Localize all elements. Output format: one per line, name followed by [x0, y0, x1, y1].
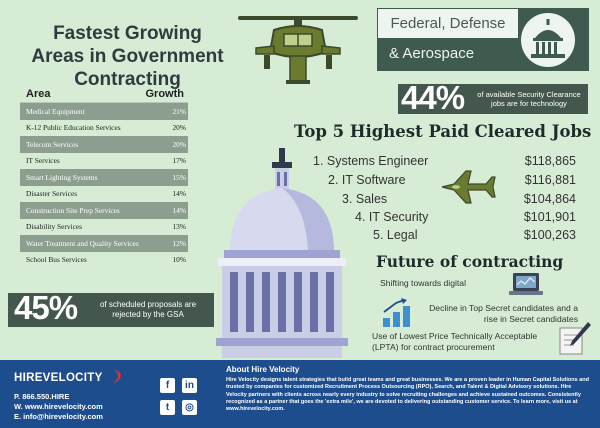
proposals-text: of scheduled proposals are rejected by t… [99, 300, 197, 319]
row-area: School Bus Services [26, 255, 87, 265]
job-title-4: 4. IT Security [355, 210, 429, 224]
row-area: K-12 Public Education Services [26, 123, 121, 133]
footer: HIREVELOCITY P. 866.550.HIRE W. www.hire… [0, 360, 600, 428]
row-growth: 20% [172, 139, 186, 149]
helicopter-icon [238, 16, 358, 84]
clearance-percent: 44% [401, 79, 465, 116]
table-row: Disability Services 13% [20, 219, 188, 236]
job-title-2: 2. IT Software [328, 173, 406, 187]
company-logo[interactable]: HIREVELOCITY [14, 372, 103, 384]
proposals-stat: 45% of scheduled proposals are rejected … [8, 289, 214, 327]
row-growth: 17% [172, 156, 186, 166]
clearance-text: of available Security Clearance jobs are… [477, 90, 581, 108]
row-growth: 12% [172, 238, 186, 248]
top-jobs-heading: Top 5 Highest Paid Cleared Jobs [294, 122, 592, 141]
row-growth: 21% [172, 106, 186, 116]
facebook-icon[interactable]: f [160, 378, 175, 393]
future-item-1: Shifting towards digital [380, 278, 466, 288]
row-area: IT Services [26, 156, 60, 166]
row-growth: 20% [172, 123, 186, 133]
row-area: Water Treatment and Quality Services [26, 238, 139, 248]
table-row: Disaster Services 14% [20, 186, 188, 203]
job-salary-3: $104,864 [523, 192, 576, 206]
table-row: Water Treatment and Quality Services 12% [20, 235, 188, 252]
capitol-dome-illustration [216, 148, 348, 358]
job-title-1: 1. Systems Engineer [313, 154, 429, 168]
capitol-building-icon [521, 13, 575, 67]
title-line-1: Fastest Growing [53, 23, 202, 44]
contact-email[interactable]: E. info@hirevelocity.com [14, 412, 103, 421]
table-row: K-12 Public Education Services 20% [20, 120, 188, 137]
job-salary-5: $100,263 [523, 228, 576, 242]
job-salary-2: $116,881 [524, 173, 576, 187]
table-row: Medical Equipment 21% [20, 103, 188, 120]
table-row: School Bus Services 10% [20, 252, 188, 269]
future-heading: Future of contracting [376, 252, 564, 271]
about-heading: About Hire Velocity [226, 365, 300, 374]
about-text: Hire Velocity designs talent strategies … [226, 377, 589, 413]
row-area: Medical Equipment [26, 106, 85, 116]
growth-table: Area Growth Medical Equipment 21% K-12 Pu… [20, 88, 188, 268]
instagram-icon[interactable]: ◎ [182, 400, 197, 415]
row-area: Disaster Services [26, 189, 78, 199]
job-title-3: 3. Sales [342, 192, 388, 206]
sector-banner: Federal, Defense & Aerospace [377, 8, 589, 71]
contact-website[interactable]: W. www.hirevelocity.com [14, 402, 103, 411]
table-row: IT Services 17% [20, 153, 188, 170]
table-row: Construction Site Prep Services 14% [20, 202, 188, 219]
job-salary-1: $118,865 [524, 154, 576, 168]
job-salary-4: $101,901 [523, 210, 576, 224]
sector-line-1: Federal, Defense [377, 8, 519, 39]
future-item-3: Use of Lowest Price Technically Acceptab… [372, 331, 538, 352]
row-growth: 14% [172, 205, 186, 215]
laptop-icon [509, 273, 543, 295]
row-area: Construction Site Prep Services [26, 205, 120, 215]
rising-bar-chart-icon [383, 298, 410, 327]
linkedin-icon[interactable]: in [182, 378, 197, 393]
row-area: Disability Services [26, 222, 83, 232]
table-row: Telecom Services 20% [20, 136, 188, 153]
title-line-3: Contracting [74, 69, 181, 90]
clearance-stat: 44% of available Security Clearance jobs… [398, 79, 588, 116]
logo-swoosh-icon [113, 370, 121, 383]
job-title-5: 5. Legal [373, 228, 418, 242]
sector-line-2: & Aerospace [389, 45, 475, 62]
title-line-2: Areas in Government [31, 46, 224, 67]
table-header: Area Growth [20, 88, 188, 102]
table-row: Smart Lighting Systems 15% [20, 169, 188, 186]
page-title: Fastest Growing Areas in Government Cont… [20, 22, 235, 91]
fighter-jet-icon [441, 170, 496, 204]
header-area: Area [26, 88, 51, 100]
row-growth: 13% [172, 222, 186, 232]
contact-phone[interactable]: P. 866.550.HIRE [14, 392, 70, 401]
row-growth: 14% [172, 189, 186, 199]
header-growth: Growth [145, 88, 185, 100]
row-growth: 15% [172, 172, 186, 182]
row-area: Telecom Services [26, 139, 79, 149]
row-growth: 10% [172, 255, 186, 265]
future-item-2: Decline in Top Secret candidates and a r… [429, 303, 578, 324]
row-area: Smart Lighting Systems [26, 172, 98, 182]
proposals-percent: 45% [14, 289, 78, 326]
twitter-icon[interactable]: t [160, 400, 175, 415]
document-pen-icon [559, 322, 591, 355]
